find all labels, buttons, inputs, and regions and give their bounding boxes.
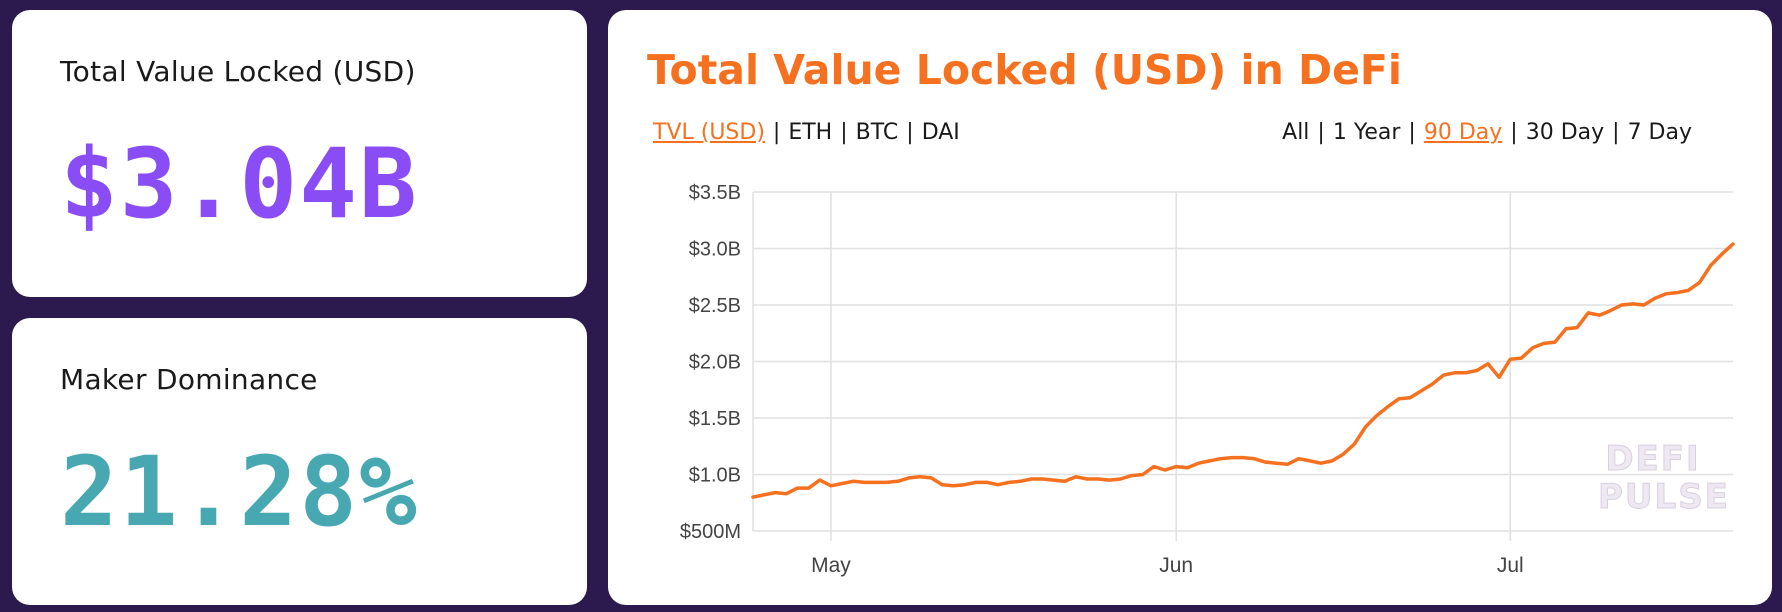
y-tick-label: $3.0B: [689, 239, 741, 261]
tvl-line-chart[interactable]: $3.5B $3.0B $2.5B $2.0B $1.5B $1.0B $500M May Ju…: [608, 10, 1772, 605]
dominance-value: 21.28%: [60, 436, 419, 548]
defi-pulse-watermark: DEFI PULSE: [1598, 439, 1730, 517]
dominance-label: Maker Dominance: [60, 363, 318, 396]
separator: |: [840, 120, 848, 145]
x-tick-label: Jun: [1159, 554, 1193, 577]
x-tick-label: May: [811, 554, 851, 577]
watermark-line-2: PULSE: [1598, 477, 1730, 517]
y-tick-label: $3.5B: [689, 182, 741, 204]
chart-title: Total Value Locked (USD) in DeFi: [647, 46, 1402, 94]
separator: |: [772, 120, 781, 145]
range-option-30-day[interactable]: 30 Day: [1525, 120, 1605, 145]
range-option-all[interactable]: All: [1282, 120, 1310, 145]
x-tick-label: Jul: [1497, 554, 1524, 577]
range-option-1-year[interactable]: 1 Year: [1332, 120, 1401, 145]
unit-option-eth[interactable]: ETH: [788, 120, 833, 145]
y-tick-label: $500M: [680, 521, 741, 543]
chart-card: Total Value Locked (USD) in DeFi TVL (US…: [608, 10, 1772, 605]
y-tick-label: $2.0B: [689, 352, 741, 374]
unit-option-dai[interactable]: DAI: [921, 120, 960, 145]
range-option-7-day[interactable]: 7 Day: [1627, 120, 1692, 145]
series-line-tvl: [751, 242, 1735, 499]
y-tick-label: $1.5B: [689, 408, 741, 430]
tvl-card: Total Value Locked (USD) $3.04B: [12, 10, 587, 297]
watermark-line-1: DEFI: [1605, 439, 1701, 479]
separator: |: [1510, 120, 1518, 145]
unit-option-tvl[interactable]: TVL (USD): [653, 120, 765, 145]
unit-option-btc[interactable]: BTC: [855, 120, 899, 145]
tvl-value: $3.04B: [60, 128, 419, 240]
separator: |: [1612, 120, 1620, 145]
range-selector: All | 1 Year | 90 Day | 30 Day | 7 Day: [1282, 120, 1692, 145]
y-tick-label: $1.0B: [689, 465, 741, 487]
unit-selector: TVL (USD) | ETH | BTC | DAI: [653, 120, 960, 145]
separator: |: [1408, 120, 1416, 145]
separator: |: [906, 120, 914, 145]
tvl-label: Total Value Locked (USD): [60, 55, 416, 88]
dominance-card: Maker Dominance 21.28%: [12, 318, 587, 605]
y-tick-label: $2.5B: [689, 295, 741, 317]
separator: |: [1317, 120, 1325, 145]
range-option-90-day[interactable]: 90 Day: [1423, 120, 1503, 145]
